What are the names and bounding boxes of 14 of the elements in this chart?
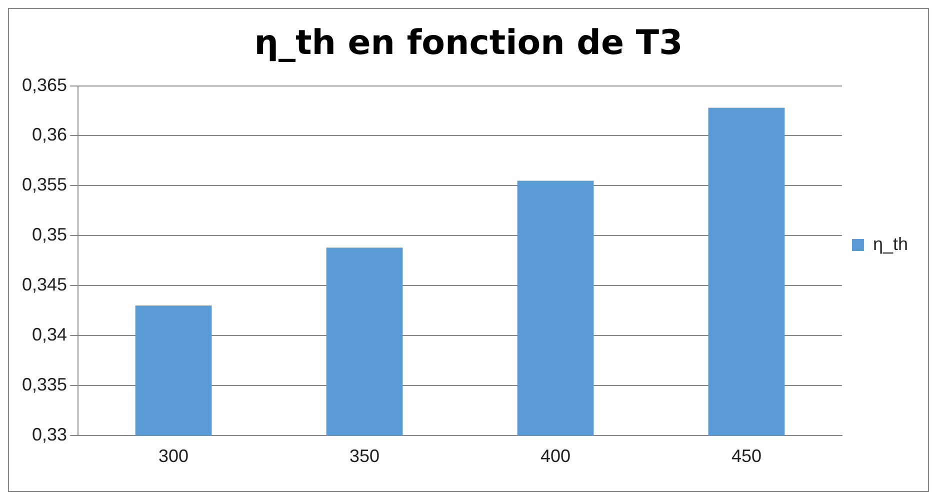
y-tick-label: 0,335 — [22, 374, 68, 394]
x-tick-label: 350 — [349, 446, 380, 466]
chart-title: η_th en fonction de T3 — [254, 23, 683, 64]
x-tick-label: 450 — [731, 446, 762, 466]
x-tick-label: 300 — [158, 446, 189, 466]
y-tick-label: 0,34 — [32, 324, 68, 344]
y-tick-label: 0,365 — [22, 74, 68, 95]
y-tick-label: 0,355 — [22, 174, 68, 195]
y-tick-label: 0,35 — [32, 224, 68, 245]
y-tick-label: 0,36 — [32, 124, 68, 145]
legend-label: η_th — [872, 234, 908, 254]
y-tick-label: 0,33 — [32, 424, 68, 444]
y-tick-label: 0,345 — [22, 274, 68, 295]
x-tick-label: 400 — [540, 446, 571, 466]
